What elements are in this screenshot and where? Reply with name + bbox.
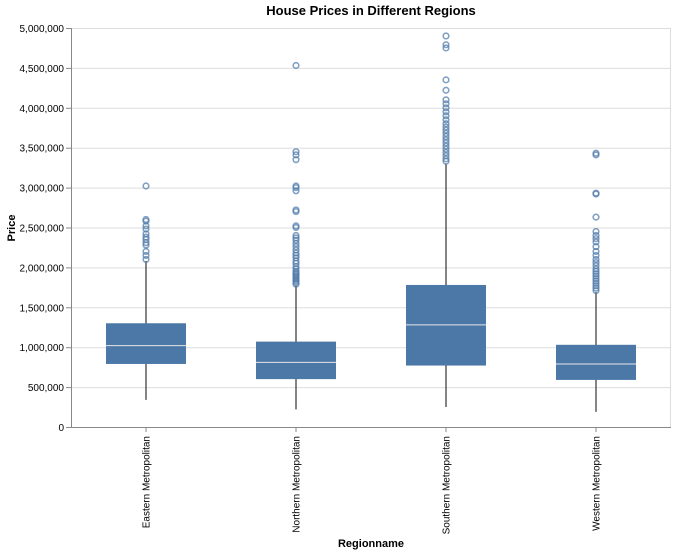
x-tick-label: Northern Metropolitan (292, 436, 303, 533)
y-tick-label: 3,500,000 (20, 144, 65, 155)
y-tick-label: 3,000,000 (20, 184, 65, 195)
iqr-box (256, 342, 336, 380)
outlier-point (593, 214, 599, 220)
outlier-point (443, 87, 449, 93)
y-tick-label: 4,000,000 (20, 104, 65, 115)
box-group (556, 150, 636, 411)
y-tick-label: 500,000 (28, 383, 65, 394)
box-group (406, 33, 486, 407)
y-tick-label: 4,500,000 (20, 64, 65, 75)
y-tick-label: 5,000,000 (20, 24, 65, 35)
x-tick-label: Eastern Metropolitan (142, 436, 153, 528)
chart-title: House Prices in Different Regions (266, 3, 476, 18)
outlier-point (443, 77, 449, 83)
y-tick-label: 2,500,000 (20, 224, 65, 235)
box-group (256, 63, 336, 410)
y-tick-label: 1,500,000 (20, 303, 65, 314)
iqr-box (556, 345, 636, 380)
box-group (106, 183, 186, 400)
box-series (106, 33, 636, 412)
iqr-box (106, 323, 186, 364)
outlier-point (443, 33, 449, 39)
y-axis-title: Price (6, 215, 18, 242)
y-tick-label: 1,000,000 (20, 343, 65, 354)
y-tick-label: 0 (58, 423, 64, 434)
x-axis: Eastern Metropolitan Northern Metropolita… (71, 427, 671, 534)
y-axis: 0 500,000 1,000,000 1,500,000 2,000,000 2,500… (20, 24, 72, 434)
y-tick-label: 2,000,000 (20, 263, 65, 274)
x-axis-title: Regionname (338, 538, 404, 550)
x-tick-label: Southern Metropolitan (442, 436, 453, 534)
outlier-point (293, 63, 299, 69)
x-tick-label: Western Metropolitan (592, 436, 603, 531)
